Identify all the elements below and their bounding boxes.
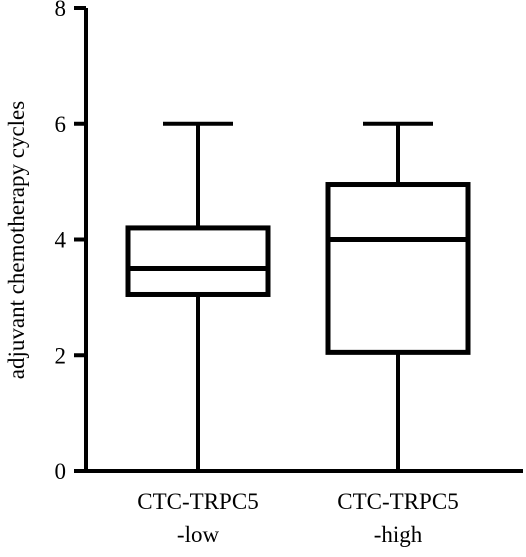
y-tick-label: 4: [55, 228, 67, 253]
iqr-box: [125, 225, 271, 297]
box-0: [125, 121, 271, 473]
box-1: [325, 121, 471, 473]
category-labels: CTC-TRPC5 -low CTC-TRPC5 -high: [137, 489, 458, 547]
y-tick-label: 6: [55, 112, 67, 137]
y-tick-label: 8: [55, 0, 67, 21]
iqr-box: [325, 182, 471, 355]
y-tick-label: 0: [55, 459, 67, 484]
boxes: [125, 121, 471, 473]
y-ticks: 0 2 4 6 8: [55, 0, 86, 484]
category-label-line2: -high: [374, 522, 423, 547]
category-label-line1: CTC-TRPC5: [137, 489, 258, 514]
y-tick-label: 2: [55, 343, 67, 368]
category-label-line1: CTC-TRPC5: [337, 489, 458, 514]
category-label-line2: -low: [177, 522, 220, 547]
y-axis: 0 2 4 6 8: [55, 0, 88, 484]
y-axis-title: adjuvant chemotherapy cycles: [4, 101, 29, 379]
